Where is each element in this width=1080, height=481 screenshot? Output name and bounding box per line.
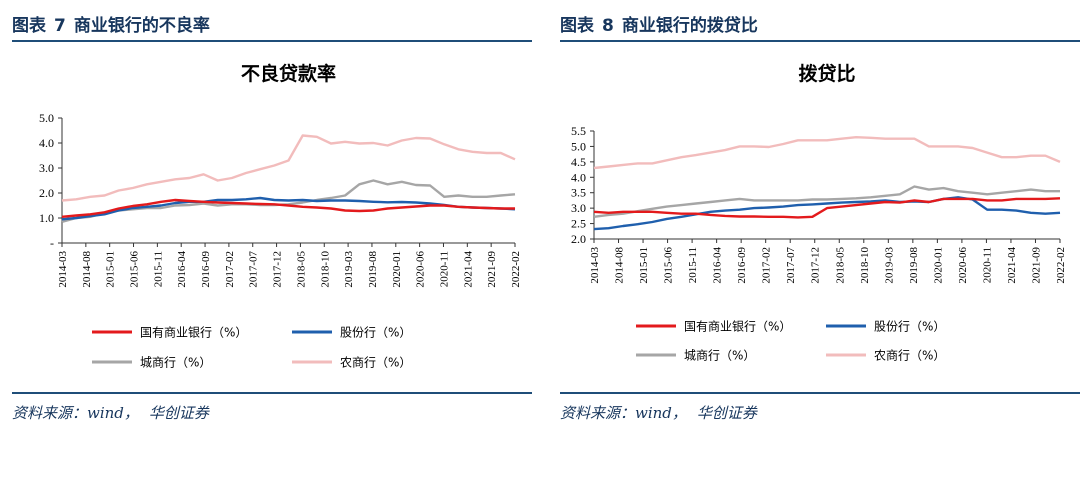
y-tick-label: 3.5 (571, 186, 586, 200)
x-tick-label: 2022-02 (510, 251, 522, 288)
x-tick-label: 2021-09 (486, 251, 498, 288)
x-tick-label: 2021-04 (462, 251, 474, 288)
figure-8-panel: 图表 8 商业银行的拨贷比 拨贷比 2.0 2.5 3.0 3.5 4.0 4.5 5.0 5.5 2… (560, 0, 1080, 430)
figure-caption: 商业银行的拨贷比 (621, 16, 758, 36)
npl-ratio-chart: 不良贷款率 - 1.0 2.0 3.0 4.0 5.0 2014-03 2014-08 2015-… (39, 62, 522, 370)
x-tick-label: 2016-04 (712, 247, 724, 284)
x-tick-label: 2019-08 (908, 247, 920, 284)
top-divider (560, 40, 1080, 42)
x-tick-label: 2014-08 (81, 251, 93, 288)
x-tick-label: 2021-04 (1006, 247, 1018, 284)
x-tick-label: 2020-01 (391, 251, 403, 288)
y-tick-label: 5.5 (571, 124, 586, 138)
y-tick-label: 4.0 (39, 136, 54, 150)
x-tick-label: 2020-01 (932, 247, 944, 284)
x-tick-label: 2021-09 (1030, 247, 1042, 284)
x-tick-label: 2014-03 (57, 251, 69, 288)
y-tick-label: 5.0 (39, 111, 54, 125)
y-tick-label: 2.0 (39, 186, 54, 200)
x-tick-label: 2015-11 (152, 251, 164, 287)
legend-label: 农商行（%） (874, 348, 945, 363)
figure-label: 图表 (560, 16, 594, 36)
x-tick-label: 2022-02 (1055, 247, 1067, 284)
y-tick-label: 1.0 (39, 211, 54, 225)
y-tick-label: 3.0 (39, 161, 54, 175)
x-tick-label: 2016-09 (736, 247, 748, 284)
figure-title: 图表 7 商业银行的不良率 (12, 11, 218, 36)
series-line-1 (593, 197, 1061, 219)
source-note: 资料来源：wind， 华创证券 (12, 402, 219, 423)
x-tick-label: 2017-12 (810, 247, 822, 284)
x-tick-label: 2020-11 (981, 247, 993, 283)
figure-caption: 商业银行的不良率 (73, 16, 210, 36)
bottom-divider (12, 392, 532, 394)
source-prefix: 资料来源：wind， (12, 404, 139, 422)
figure-title: 图表 8 商业银行的拨贷比 (560, 11, 766, 36)
x-tick-label: 2018-10 (859, 247, 871, 284)
legend-label: 农商行（%） (340, 355, 411, 370)
x-tick-label: 2017-12 (272, 251, 284, 288)
y-tick-label: 2.0 (571, 232, 586, 246)
legend-label: 城商行（%） (140, 355, 211, 370)
x-tick-label: 2020-06 (415, 251, 427, 288)
x-tick-label: 2015-01 (105, 251, 117, 288)
legend-label: 股份行（%） (340, 326, 411, 340)
x-tick-label: 2017-02 (761, 247, 773, 284)
figure-number: 7 (54, 16, 66, 36)
chart-title: 不良贷款率 (241, 62, 336, 85)
x-tick-label: 2015-11 (687, 247, 699, 283)
y-tick-label: 2.5 (571, 217, 586, 231)
x-tick-label: 2017-07 (248, 251, 260, 288)
bottom-divider (560, 392, 1080, 394)
y-tick-label: 4.0 (571, 170, 586, 184)
x-tick-label: 2019-08 (367, 251, 379, 288)
x-tick-label: 2016-04 (176, 251, 188, 288)
series-line-2 (61, 196, 516, 221)
x-tick-label: 2014-08 (614, 247, 626, 284)
series-line-4 (593, 135, 1061, 170)
x-tick-label: 2015-01 (638, 247, 650, 284)
x-tick-label: 2018-05 (834, 247, 846, 284)
legend-label: 股份行（%） (874, 320, 945, 334)
x-tick-label: 2018-05 (295, 251, 307, 288)
x-tick-label: 2019-03 (883, 247, 895, 284)
x-tick-label: 2015-06 (129, 251, 141, 288)
source-org: 华创证券 (696, 404, 757, 422)
source-prefix: 资料来源：wind， (560, 404, 687, 422)
y-tick-label: 4.5 (571, 155, 586, 169)
x-tick-label: 2020-11 (438, 251, 450, 287)
series-line-3 (593, 185, 1060, 218)
x-tick-label: 2014-03 (589, 247, 601, 284)
series-line-4 (61, 134, 516, 202)
y-tick-label: 5.0 (571, 139, 586, 153)
x-tick-label: 2020-06 (957, 247, 969, 284)
legend-label: 国有商业银行（%） (140, 325, 247, 340)
y-tick-label: 3.0 (571, 201, 586, 215)
legend-label: 国有商业银行（%） (684, 319, 791, 334)
source-note: 资料来源：wind， 华创证券 (560, 402, 767, 423)
x-tick-label: 2016-09 (200, 251, 212, 288)
figure-7-panel: 图表 7 商业银行的不良率 不良贷款率 - 1.0 2.0 3.0 4.0 5.0 2014-03… (12, 0, 534, 430)
figure-label: 图表 (12, 16, 46, 36)
top-divider (12, 40, 532, 42)
series-line-1 (61, 198, 515, 218)
figure-number: 8 (602, 16, 614, 36)
series-line-2 (593, 196, 1061, 231)
source-org: 华创证券 (148, 404, 209, 422)
x-tick-label: 2015-06 (663, 247, 675, 284)
x-tick-label: 2018-10 (319, 251, 331, 288)
x-tick-label: 2017-02 (224, 251, 236, 288)
y-tick-label: - (50, 236, 54, 250)
provision-ratio-chart: 拨贷比 2.02.5 3.03.5 4.04.5 5.05.5 2014-03 2014-0… (571, 62, 1067, 363)
x-tick-label: 2019-03 (343, 251, 355, 288)
x-tick-label: 2017-07 (785, 247, 797, 284)
chart-title: 拨贷比 (798, 62, 855, 85)
legend-label: 城商行（%） (684, 348, 755, 363)
